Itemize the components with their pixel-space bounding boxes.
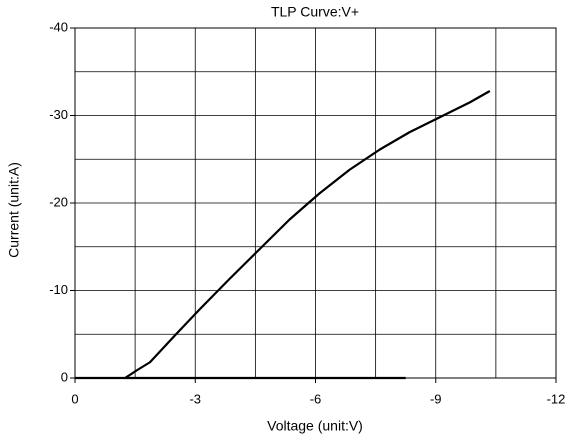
x-tick-label: -3 xyxy=(189,391,201,406)
chart-title: TLP Curve:V+ xyxy=(271,4,359,20)
y-tick-label: -30 xyxy=(49,107,68,122)
y-tick-label: -20 xyxy=(49,194,68,209)
x-tick-label: -6 xyxy=(310,391,322,406)
x-axis-label: Voltage (unit:V) xyxy=(267,418,363,434)
x-tick-label: 0 xyxy=(71,391,78,406)
y-tick-label: -40 xyxy=(49,19,68,34)
y-tick-label: -10 xyxy=(49,282,68,297)
x-tick-label: -12 xyxy=(547,391,566,406)
x-tick-label: -9 xyxy=(430,391,442,406)
y-tick-label: 0 xyxy=(61,369,68,384)
data-line xyxy=(124,90,491,379)
y-axis-label: Current (unit:A) xyxy=(6,162,22,258)
